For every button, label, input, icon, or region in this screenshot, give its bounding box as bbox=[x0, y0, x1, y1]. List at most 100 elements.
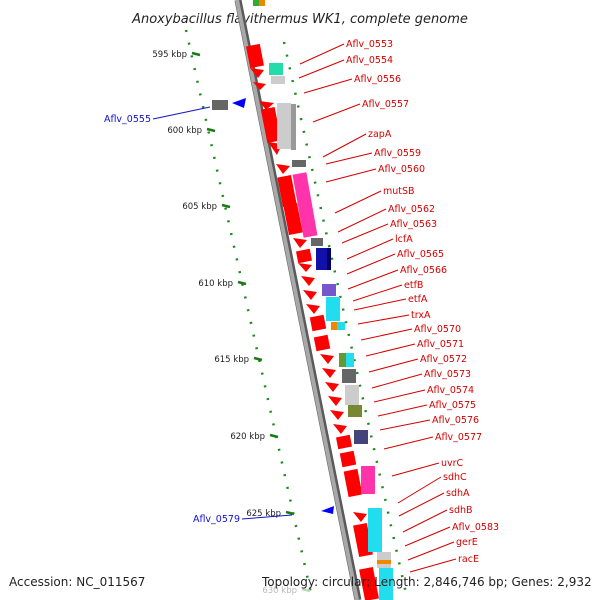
gene-label[interactable]: Aflv_0579 bbox=[193, 514, 240, 525]
category-feature bbox=[327, 248, 331, 270]
category-feature bbox=[291, 104, 296, 150]
gene-label[interactable]: Aflv_0565 bbox=[397, 249, 444, 260]
gene-label[interactable]: Aflv_0576 bbox=[432, 415, 479, 426]
reverse-gene-track bbox=[212, 98, 334, 514]
category-feature bbox=[277, 103, 291, 149]
gene-label[interactable]: Aflv_0562 bbox=[388, 204, 435, 215]
label-leader-line bbox=[325, 152, 373, 165]
gene-label[interactable]: etfA bbox=[408, 294, 428, 305]
gene-feature bbox=[277, 174, 297, 208]
tick-mark bbox=[269, 433, 279, 439]
tick-mark bbox=[206, 127, 216, 133]
tick-mark bbox=[191, 51, 201, 57]
gene-feature bbox=[293, 238, 307, 248]
gene-label[interactable]: Aflv_0573 bbox=[424, 369, 471, 380]
backbone-line bbox=[235, 0, 359, 600]
gene-label[interactable]: trxA bbox=[411, 310, 431, 321]
gene-feature bbox=[359, 566, 379, 600]
label-leader-line bbox=[303, 78, 353, 94]
gene-label[interactable]: Aflv_0574 bbox=[427, 385, 474, 396]
gene-label[interactable]: Aflv_0555 bbox=[104, 114, 151, 125]
topology-text: Topology: circular; Length: 2,846,746 bp… bbox=[261, 575, 592, 589]
gene-feature bbox=[309, 314, 327, 332]
gene-feature bbox=[339, 450, 357, 468]
gene-label[interactable]: racE bbox=[458, 554, 479, 565]
gene-label[interactable]: mutSB bbox=[383, 186, 415, 197]
category-feature bbox=[322, 284, 336, 296]
tick-label: 615 kbp bbox=[214, 355, 249, 365]
category-feature bbox=[348, 405, 362, 417]
gene-label[interactable]: sdhC bbox=[443, 472, 467, 483]
gene-label[interactable]: Aflv_0560 bbox=[378, 164, 425, 175]
accession-text: Accession: NC_011567 bbox=[9, 575, 145, 589]
gene-feature bbox=[353, 522, 373, 558]
gene-label[interactable]: Aflv_0570 bbox=[414, 324, 461, 335]
category-track bbox=[269, 63, 393, 600]
label-leader-line bbox=[402, 509, 448, 533]
gene-label[interactable]: sdhA bbox=[446, 488, 470, 499]
label-leader-line bbox=[365, 343, 416, 357]
gene-label[interactable]: gerE bbox=[456, 537, 478, 548]
label-leader-line bbox=[377, 404, 428, 417]
gene-label[interactable]: Aflv_0572 bbox=[420, 354, 467, 365]
gene-feature bbox=[321, 506, 334, 514]
tick-label: 610 kbp bbox=[198, 279, 233, 289]
tick-mark bbox=[221, 203, 231, 209]
tick-label: 620 kbp bbox=[230, 432, 265, 442]
label-leader-line bbox=[298, 59, 345, 79]
label-leader-line bbox=[409, 558, 457, 573]
category-feature bbox=[331, 322, 339, 330]
category-feature bbox=[337, 322, 345, 330]
tick-label: 625 kbp bbox=[246, 509, 281, 519]
label-leader-line bbox=[353, 298, 407, 311]
gene-feature bbox=[343, 468, 363, 498]
category-feature bbox=[379, 568, 393, 600]
gene-feature bbox=[330, 410, 344, 420]
category-feature bbox=[377, 560, 391, 564]
label-leader-line bbox=[379, 419, 431, 431]
category-feature bbox=[339, 353, 347, 367]
gene-label[interactable]: zapA bbox=[368, 129, 392, 140]
category-feature bbox=[361, 466, 375, 494]
gene-label[interactable]: Aflv_0571 bbox=[417, 339, 464, 350]
gene-feature bbox=[301, 276, 315, 286]
gene-label[interactable]: lcfA bbox=[395, 234, 413, 245]
gene-label[interactable]: Aflv_0557 bbox=[362, 99, 409, 110]
gene-label[interactable]: Aflv_0556 bbox=[354, 74, 401, 85]
gene-label[interactable]: sdhB bbox=[449, 505, 473, 516]
label-leader-line bbox=[398, 492, 445, 517]
label-leader-line bbox=[397, 476, 442, 504]
label-leader-line bbox=[352, 284, 403, 302]
category-feature bbox=[271, 76, 285, 84]
category-feature bbox=[345, 385, 359, 405]
gene-label[interactable]: uvrC bbox=[441, 458, 464, 469]
gene-feature bbox=[353, 512, 367, 522]
gene-feature bbox=[250, 68, 264, 78]
gene-label[interactable]: Aflv_0559 bbox=[374, 148, 421, 159]
gene-label[interactable]: Aflv_0575 bbox=[429, 400, 476, 411]
gene-label[interactable]: Aflv_0553 bbox=[346, 39, 393, 50]
gene-feature bbox=[322, 368, 336, 378]
gene-label[interactable]: Aflv_0566 bbox=[400, 265, 447, 276]
tick-mark bbox=[301, 587, 311, 593]
category-feature bbox=[342, 369, 356, 383]
gene-feature bbox=[313, 334, 331, 352]
gene-label[interactable]: etfB bbox=[404, 280, 423, 291]
category-feature bbox=[311, 238, 323, 246]
position-ticks: 595 kbp 600 kbp 605 kbp 610 kbp 615 kbp 620 k… bbox=[152, 50, 311, 596]
gene-label[interactable]: Aflv_0577 bbox=[435, 432, 482, 443]
partial-gene-top-2 bbox=[259, 0, 265, 6]
label-leader-line bbox=[407, 541, 455, 561]
category-feature bbox=[346, 353, 354, 367]
category-feature bbox=[292, 160, 306, 167]
forward-gene-track bbox=[246, 43, 379, 600]
gene-label[interactable]: Aflv_0563 bbox=[390, 219, 437, 230]
category-feature bbox=[368, 508, 382, 552]
label-leader-line bbox=[322, 133, 367, 158]
gene-label[interactable]: Aflv_0583 bbox=[452, 522, 499, 533]
gene-feature bbox=[260, 106, 282, 144]
gene-feature bbox=[333, 424, 347, 434]
gene-label[interactable]: Aflv_0554 bbox=[346, 55, 393, 66]
label-leader-line bbox=[373, 389, 426, 403]
